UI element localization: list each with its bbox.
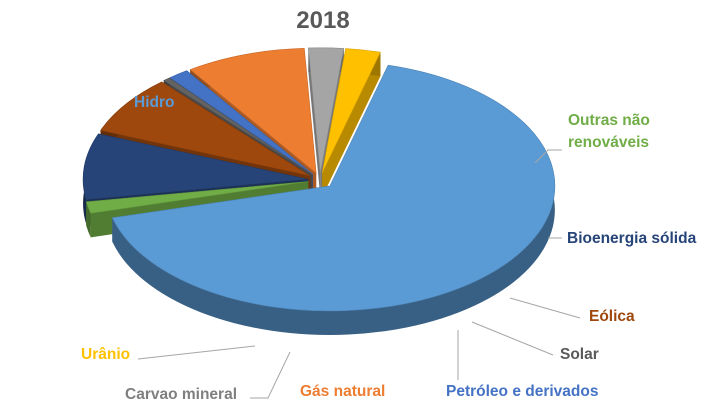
pie-slice-top	[100, 81, 311, 177]
slice-label-7: Gás natural	[300, 383, 385, 400]
slice-label-4: Eólica	[589, 308, 635, 325]
slice-label-1: Hidro	[134, 94, 174, 111]
pie-slice-top	[308, 47, 345, 173]
pie-slice-top	[321, 48, 381, 174]
chart-title: 2018	[296, 7, 349, 34]
leader-line-4	[509, 297, 581, 319]
pie-slice-wall	[322, 52, 381, 197]
pie-slice-wall	[308, 47, 321, 197]
slice-label-5: Solar	[560, 346, 599, 363]
pie-slice-top	[189, 48, 317, 174]
pie-slice-top	[163, 77, 313, 175]
slice-label-6: Petróleo e derivados	[446, 383, 598, 400]
leader-line-2	[534, 149, 562, 164]
pie-slice-1	[111, 64, 556, 335]
pie-slice-9	[321, 48, 381, 197]
pie-slice-top	[111, 64, 556, 312]
slice-label-8: Carvao mineral	[125, 386, 237, 403]
pie-slice-top	[85, 181, 309, 214]
pie-slice-top	[169, 70, 314, 175]
slice-label-9: Urânio	[81, 346, 130, 363]
pie-slice-side	[86, 201, 91, 238]
pie-slice-top	[82, 133, 309, 200]
leader-line-9	[137, 345, 256, 360]
leader-line-8	[250, 351, 291, 399]
slice-label-3: Bioenergia sólida	[567, 230, 697, 247]
slice-label-2: Outras não renováveis	[568, 112, 650, 151]
leader-line-5	[471, 321, 554, 356]
